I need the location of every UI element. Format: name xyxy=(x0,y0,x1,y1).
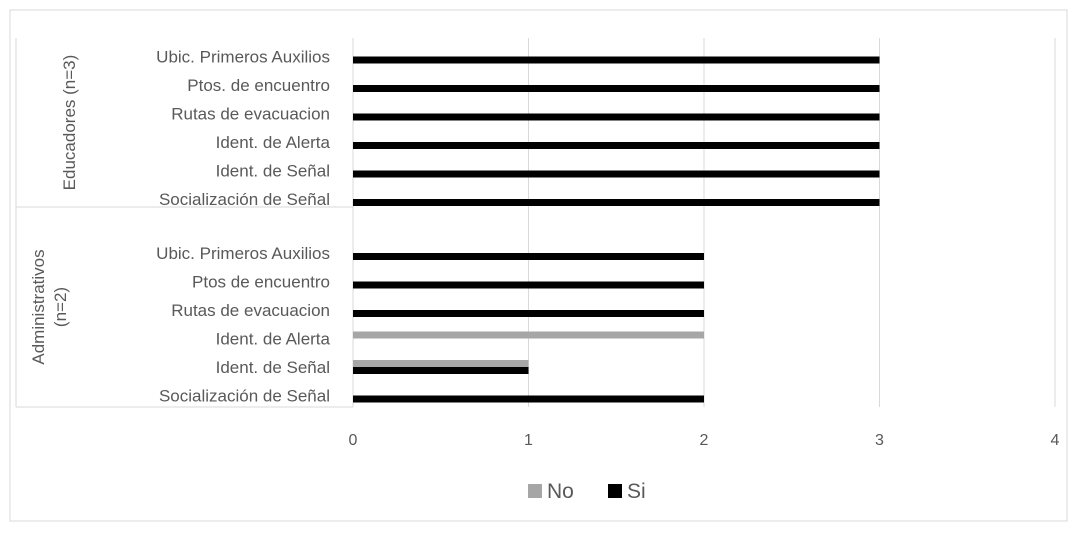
bar-si xyxy=(353,310,704,317)
group-label-line: (n=2) xyxy=(51,287,70,327)
bar-si xyxy=(353,170,880,178)
category-label: Ubic. Primeros Auxilios xyxy=(156,48,330,67)
legend-swatch-si xyxy=(608,484,622,498)
category-label: Ident. de Alerta xyxy=(216,330,331,349)
category-label: Ident. de Señal xyxy=(216,162,330,181)
chart-frame xyxy=(9,9,1068,522)
category-label: Ptos. de encuentro xyxy=(187,76,330,95)
bar-no xyxy=(353,360,529,367)
category-label: Rutas de evacuacion xyxy=(171,105,330,124)
group-label: Educadores (n=3) xyxy=(60,55,79,191)
group-label-line: Administrativos xyxy=(29,249,48,364)
legend-swatch-no xyxy=(528,484,542,498)
bar-si xyxy=(353,199,880,206)
category-label: Socialización de Señal xyxy=(159,190,330,209)
category-label: Ident. de Señal xyxy=(216,358,330,377)
bar-si xyxy=(353,395,704,403)
x-tick-label: 3 xyxy=(875,432,884,449)
legend-label: No xyxy=(547,480,574,503)
x-tick-label: 2 xyxy=(700,432,709,449)
bar-si xyxy=(353,367,529,374)
bar-no xyxy=(353,331,704,339)
x-tick-label: 1 xyxy=(524,432,533,449)
bar-si xyxy=(353,113,880,121)
bar-si xyxy=(353,142,880,149)
bar-si xyxy=(353,281,704,289)
legend-label: Si xyxy=(627,480,646,503)
category-label: Ident. de Alerta xyxy=(216,133,331,152)
category-label: Socialización de Señal xyxy=(159,387,330,406)
bar-si xyxy=(353,85,880,92)
category-label: Ubic. Primeros Auxilios xyxy=(156,244,330,263)
x-tick-label: 4 xyxy=(1051,432,1060,449)
group-label: Administrativos (n=2) xyxy=(29,249,70,364)
x-tick-label: 0 xyxy=(349,432,358,449)
category-label: Rutas de evacuacion xyxy=(171,301,330,320)
category-label: Ptos de encuentro xyxy=(192,273,330,292)
bar-si xyxy=(353,253,704,260)
bar-si xyxy=(353,56,880,64)
